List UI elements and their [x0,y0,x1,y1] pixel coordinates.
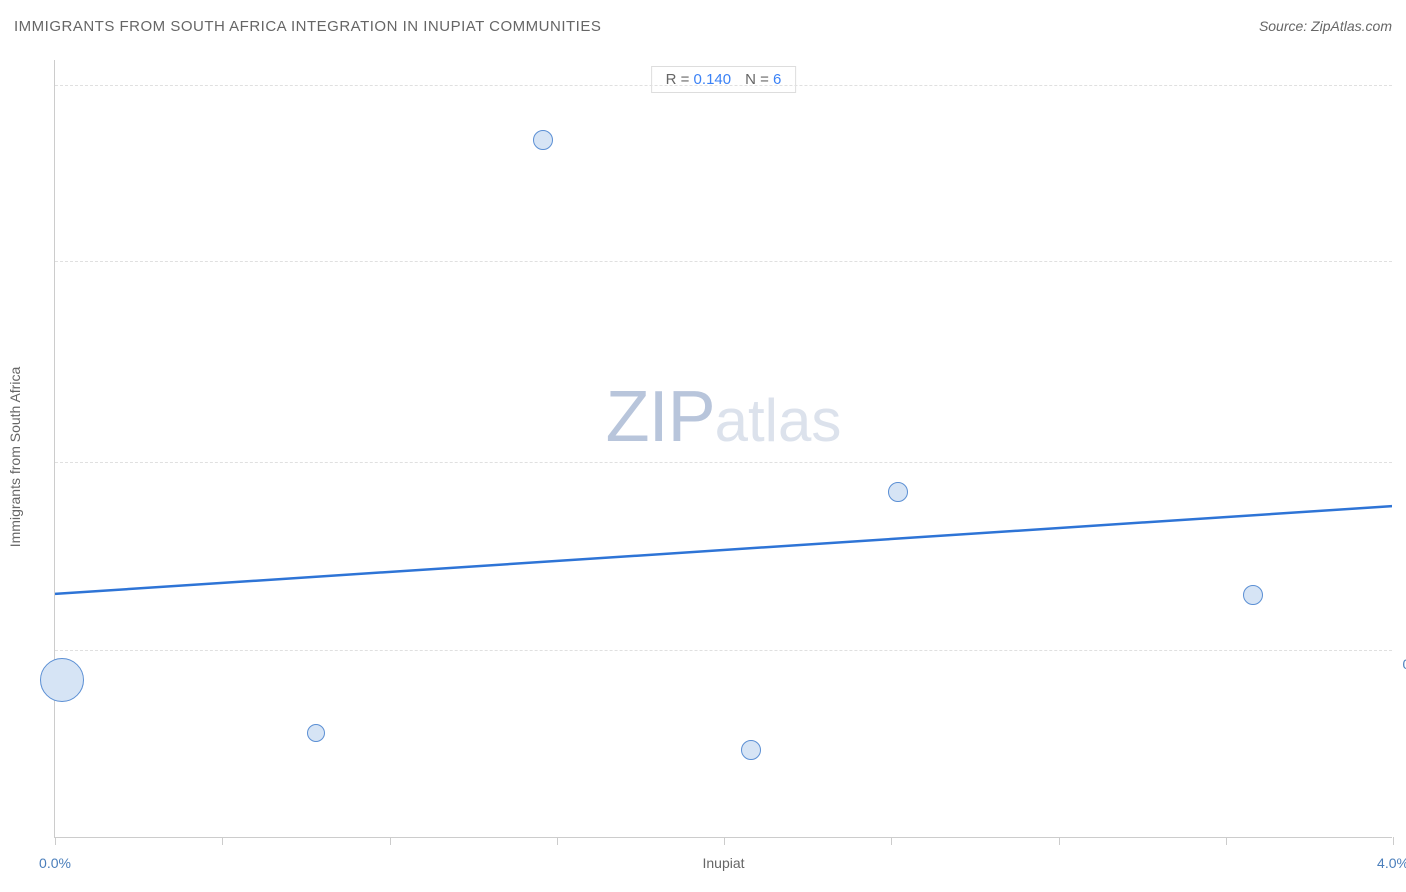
watermark: ZIPatlas [606,376,842,458]
y-axis-label: Immigrants from South Africa [7,366,23,547]
y-tick-label: 0.075% [1396,656,1406,672]
data-point [1243,585,1263,605]
data-point [307,724,325,742]
gridline [55,650,1392,651]
x-tick [1226,837,1227,845]
data-point [533,130,553,150]
y-tick-label: 0.3% [1396,91,1406,107]
watermark-atlas: atlas [715,387,842,454]
x-tick [222,837,223,845]
data-point [888,482,908,502]
y-tick-label: 0.15% [1396,468,1406,484]
chart-title: IMMIGRANTS FROM SOUTH AFRICA INTEGRATION… [14,18,601,35]
x-tick-label-max: 4.0% [1377,855,1406,871]
data-point [40,658,84,702]
x-tick [390,837,391,845]
x-tick [55,837,56,845]
gridline [55,261,1392,262]
x-tick [724,837,725,845]
x-tick [891,837,892,845]
y-tick-label: 0.23% [1396,267,1406,283]
x-axis-label: Inupiat [702,855,744,871]
trend-line [55,60,1392,837]
x-tick [1059,837,1060,845]
scatter-chart: ZIPatlas R = 0.140 N = 6 Immigrants from… [54,60,1392,838]
x-tick [557,837,558,845]
correlation-stats: R = 0.140 N = 6 [651,66,797,93]
x-tick-label-min: 0.0% [39,855,71,871]
chart-header: IMMIGRANTS FROM SOUTH AFRICA INTEGRATION… [14,18,1392,35]
x-tick [1393,837,1394,845]
source-attribution: Source: ZipAtlas.com [1259,18,1392,34]
watermark-zip: ZIP [606,377,715,457]
gridline [55,462,1392,463]
data-point [741,740,761,760]
gridline [55,85,1392,86]
